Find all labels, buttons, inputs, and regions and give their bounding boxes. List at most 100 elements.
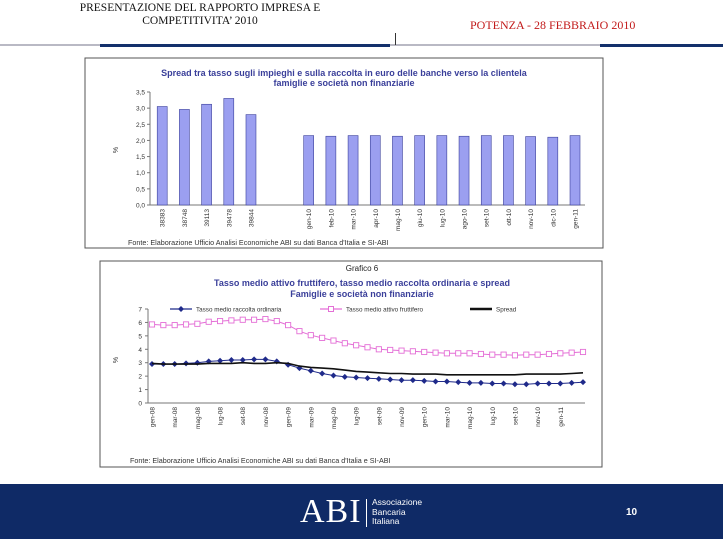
chart2-title: Tasso medio attivo fruttifero, tasso med… — [214, 278, 510, 288]
chart2-point — [477, 350, 484, 358]
chart2-point — [251, 316, 258, 323]
header-rule-navy-left — [100, 44, 390, 47]
chart1-xtick-label: 39478 — [226, 209, 233, 227]
chart1-ytick-label: 0,5 — [136, 186, 145, 193]
chart2-point — [251, 356, 258, 363]
chart2-point — [262, 316, 269, 323]
chart2-legend-marker — [178, 306, 184, 312]
event-place: POTENZA — [470, 18, 524, 32]
chart2-point — [500, 351, 507, 358]
chart2-point — [568, 349, 575, 356]
chart2-point — [545, 350, 553, 358]
chart1-xtick-label: apr-10 — [373, 209, 380, 228]
chart1-ytick-label: 0,0 — [136, 203, 145, 210]
chart1-bar — [245, 114, 257, 206]
chart2-xtick-label: mag-10 — [467, 407, 474, 429]
presentation-title-line1: PRESENTAZIONE DEL RAPPORTO IMPRESA E — [79, 2, 321, 14]
chart2-xtick-label: mar-08 — [172, 407, 179, 428]
chart1-ylabel: % — [113, 147, 120, 153]
chart2-point — [534, 380, 541, 387]
chart2-point — [511, 352, 518, 359]
chart2-ytick-label: 3 — [138, 360, 142, 367]
chart2-ytick-label: 2 — [138, 374, 142, 381]
chart2-point — [296, 328, 303, 335]
chart1-source: Fonte: Elaborazione Ufficio Analisi Econ… — [128, 238, 389, 247]
chart2-xtick-label: nov-09 — [399, 407, 406, 427]
chart2-point — [398, 377, 405, 384]
chart2-point — [398, 347, 405, 354]
chart1-xtick-label: mag-10 — [395, 209, 402, 231]
footer-band — [0, 484, 723, 539]
chart2-point — [432, 378, 439, 385]
chart1-bar — [303, 135, 314, 206]
chart1-xtick-label: nov-10 — [528, 209, 535, 229]
event-separator: - — [524, 18, 534, 32]
chart2-xtick-label: gen-11 — [558, 407, 565, 427]
page-number: 10 — [626, 507, 638, 518]
chart1-xtick-label: ott-10 — [506, 209, 513, 226]
chart1-xtick-label: lug-10 — [439, 209, 446, 227]
chart2-xtick-label: lug-08 — [218, 407, 225, 425]
chart2-point — [375, 375, 382, 382]
chart2-caption: Grafico 6 — [346, 264, 379, 273]
abi-logo-divider — [366, 499, 367, 527]
chart2-point — [217, 318, 224, 325]
chart2-point — [239, 357, 246, 364]
header-rule-mid — [390, 44, 600, 46]
chart2-point — [285, 322, 292, 329]
chart1-bar — [179, 109, 190, 206]
chart2-point — [557, 350, 564, 357]
chart2-ytick-label: 0 — [138, 401, 142, 408]
chart2-point — [387, 376, 394, 383]
event-info: POTENZA - 28 FEBBRAIO 2010 — [470, 18, 635, 33]
chart2-point — [523, 381, 530, 388]
chart1-ytick-label: 3,5 — [136, 90, 145, 97]
chart1-frame — [84, 57, 604, 249]
chart2-point — [500, 380, 507, 387]
chart2-point — [217, 357, 224, 364]
chart2-xtick-label: lug-09 — [354, 407, 361, 425]
chart2-point — [273, 318, 280, 325]
chart1-ytick-label: 3,0 — [136, 106, 145, 113]
header-divider — [395, 33, 396, 45]
header-rule-navy-right — [600, 44, 723, 47]
chart2-xtick-label: lug-10 — [490, 407, 497, 425]
chart2-legend-label: Tasso medio raccolta ordinaria — [196, 307, 282, 314]
chart2-ytick-label: 1 — [138, 387, 142, 394]
abi-logo-subtitle: Associazione Bancaria Italiana — [372, 497, 422, 527]
chart2-xtick-label: set-08 — [240, 407, 247, 425]
chart1-bar — [156, 106, 168, 206]
chart1-ytick-label: 2,0 — [136, 138, 145, 145]
chart1-bar — [458, 135, 470, 206]
chart2-xtick-label: nov-10 — [535, 407, 542, 427]
chart2-xtick-label: set-09 — [376, 407, 383, 425]
chart2-point — [545, 380, 552, 387]
chart2-xtick-label: gen-10 — [422, 407, 429, 428]
chart2-point — [466, 379, 473, 386]
chart2-point — [353, 342, 360, 349]
chart1-title: Spread tra tasso sugli impieghi e sulla … — [161, 68, 528, 78]
chart2-point — [477, 379, 484, 386]
chart2-point — [421, 377, 428, 384]
chart2-point — [148, 321, 156, 328]
chart2-point — [262, 356, 269, 363]
chart2-point — [364, 344, 371, 351]
chart2-ytick-label: 6 — [138, 320, 142, 327]
chart2-point — [171, 322, 178, 329]
chart2-series-line — [151, 361, 584, 376]
chart1-bar — [347, 135, 359, 206]
chart2-point — [568, 379, 575, 386]
chart2-xtick-label: set-10 — [512, 407, 519, 425]
chart1-bar — [201, 103, 212, 206]
chart1-ytick-label: 2,5 — [136, 122, 145, 129]
chart2-xtick-label: gen-09 — [286, 407, 293, 428]
chart2-point — [443, 378, 450, 385]
chart2-point — [330, 337, 337, 344]
chart1-xtick-label: dic-10 — [550, 209, 557, 227]
chart2-point — [443, 350, 450, 357]
chart2-ytick-label: 4 — [138, 347, 142, 354]
chart1-ytick-label: 1,5 — [136, 154, 145, 161]
chart2-ylabel: % — [113, 357, 120, 363]
chart2-point — [409, 348, 416, 355]
chart1-xtick-label: gen-11 — [573, 209, 580, 229]
